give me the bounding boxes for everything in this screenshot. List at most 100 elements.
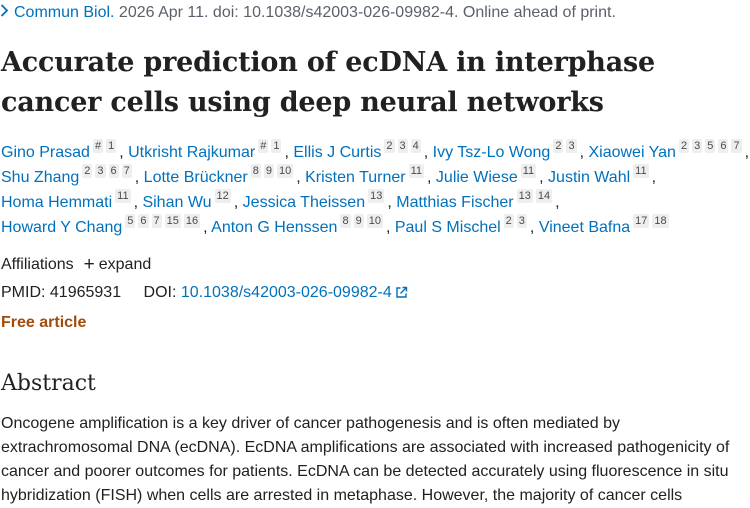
affiliation-ref-badge[interactable]: #	[92, 139, 104, 153]
affiliation-ref-badge[interactable]: 1	[106, 139, 117, 153]
author-affiliation-refs: #1	[92, 139, 119, 153]
author-separator: ,	[529, 219, 539, 236]
affiliation-ref-badge[interactable]: 13	[368, 189, 385, 203]
affiliation-ref-badge[interactable]: 10	[276, 164, 294, 178]
affiliation-ref-badge[interactable]: 7	[731, 139, 742, 153]
author-item: Ivy Tsz-Lo Wong 2 3	[432, 139, 580, 161]
affiliation-ref-badge[interactable]: 2	[678, 139, 690, 153]
author-separator: ,	[134, 169, 144, 186]
author-item: Paul S Mischel 2 3	[394, 214, 530, 236]
author-affiliation-refs: #1	[258, 139, 284, 153]
affiliation-ref-badge[interactable]: 7	[121, 164, 132, 178]
affiliations-label: Affiliations	[1, 256, 74, 273]
affiliation-ref-badge[interactable]: 11	[633, 164, 649, 178]
affiliation-ref-badge[interactable]: 15	[164, 214, 181, 228]
author-name-link[interactable]: Kristen Turner	[305, 169, 406, 186]
affiliation-ref-badge[interactable]: 3	[516, 214, 527, 228]
affiliation-ref-badge[interactable]: 13	[516, 189, 533, 203]
author-name-link[interactable]: Vineet Bafna	[538, 219, 631, 236]
author-name-link[interactable]: Julie Wiese	[435, 169, 518, 186]
affiliation-ref-badge[interactable]: 8	[340, 214, 351, 228]
author-affiliation-refs: 11	[520, 164, 539, 178]
author-item: Kristen Turner 11	[305, 164, 427, 186]
chevron-right-icon	[0, 3, 14, 23]
affiliation-ref-badge[interactable]: 2	[82, 164, 93, 178]
affiliation-ref-badge[interactable]: 11	[520, 164, 537, 178]
author-separator: ,	[233, 194, 243, 211]
author-affiliation-refs: 11	[115, 189, 133, 203]
author-name-link[interactable]: Anton G Henssen	[211, 219, 338, 236]
affiliation-ref-badge[interactable]: 6	[108, 164, 119, 178]
affiliation-ref-badge[interactable]: 4	[410, 139, 421, 153]
author-name-link[interactable]: Matthias Fischer	[396, 194, 514, 211]
pmid-label: PMID:	[1, 284, 46, 301]
author-separator: ,	[119, 144, 129, 161]
affiliation-ref-badge[interactable]: 5	[125, 214, 136, 228]
affiliation-ref-badge[interactable]: 9	[263, 164, 274, 178]
expand-toggle[interactable]: expand	[98, 256, 152, 273]
author-item: Shu Zhang 2 3 6 7	[1, 164, 135, 186]
author-separator: ,	[651, 169, 657, 186]
affiliation-ref-badge[interactable]: 6	[138, 214, 149, 228]
doi-link[interactable]: 10.1038/s42003-026-09982-4	[180, 284, 392, 301]
abstract-heading: Abstract	[1, 371, 96, 396]
author-affiliation-refs: 11	[633, 164, 651, 178]
author-name-link[interactable]: Justin Wahl	[548, 169, 631, 186]
affiliation-ref-badge[interactable]: 12	[214, 189, 231, 203]
author-separator: ,	[423, 144, 433, 161]
affiliation-ref-badge[interactable]: 14	[535, 189, 553, 203]
author-name-link[interactable]: Jessica Theissen	[242, 194, 366, 211]
author-name-link[interactable]: Lotte Brückner	[143, 169, 248, 186]
author-name-link[interactable]: Gino Prasad	[1, 144, 90, 161]
author-name-link[interactable]: Xiaowei Yan	[588, 144, 676, 161]
affiliation-ref-badge[interactable]: 18	[652, 214, 669, 228]
author-separator: ,	[284, 144, 294, 161]
affiliation-ref-badge[interactable]: 3	[566, 139, 577, 153]
author-separator: ,	[539, 169, 549, 186]
author-separator: ,	[296, 169, 306, 186]
author-item: Xiaowei Yan 2 3 5 6 7	[588, 139, 744, 161]
author-affiliation-refs: 12	[214, 189, 234, 203]
affiliation-ref-badge[interactable]: 2	[384, 139, 395, 153]
author-name-link[interactable]: Paul S Mischel	[394, 219, 501, 236]
author-item: Sihan Wu 12	[142, 189, 233, 211]
affiliation-ref-badge[interactable]: 9	[353, 214, 364, 228]
affiliation-ref-badge[interactable]: 11	[408, 164, 425, 178]
affiliation-ref-badge[interactable]: #	[258, 139, 269, 153]
affiliation-ref-badge[interactable]: 3	[95, 164, 106, 178]
author-name-link[interactable]: Homa Hemmati	[1, 194, 113, 211]
affiliation-ref-badge[interactable]: 16	[183, 214, 201, 228]
affiliation-ref-badge[interactable]: 7	[151, 214, 162, 228]
journal-link[interactable]: Commun Biol.	[14, 4, 115, 21]
author-name-link[interactable]: Sihan Wu	[142, 194, 212, 211]
affiliation-ref-badge[interactable]: 10	[366, 214, 383, 228]
affiliation-ref-badge[interactable]: 6	[718, 139, 729, 153]
author-separator: ,	[744, 144, 750, 161]
affiliation-ref-badge[interactable]: 3	[692, 139, 703, 153]
affiliation-ref-badge[interactable]: 17	[633, 214, 650, 228]
author-item: Vineet Bafna 17 18	[538, 214, 672, 236]
author-item: Matthias Fischer 13 14	[396, 189, 555, 211]
affiliation-ref-badge[interactable]: 2	[553, 139, 564, 153]
author-name-link[interactable]: Ivy Tsz-Lo Wong	[432, 144, 551, 161]
author-affiliation-refs: 13 14	[516, 189, 556, 203]
affiliation-ref-badge[interactable]: 8	[250, 164, 261, 178]
author-name-link[interactable]: Utkrisht Rajkumar	[128, 144, 256, 161]
plus-icon[interactable]: +	[83, 254, 95, 275]
author-item: Lotte Brückner 8 9 10	[143, 164, 297, 186]
affiliation-ref-badge[interactable]: 5	[705, 139, 716, 153]
affiliation-ref-badge[interactable]: 1	[271, 139, 282, 153]
affiliation-ref-badge[interactable]: 2	[503, 214, 514, 228]
affiliation-ref-badge[interactable]: 3	[397, 139, 408, 153]
affiliation-ref-badge[interactable]: 11	[115, 189, 131, 203]
authors-list: Gino Prasad #1, Utkrisht Rajkumar #1, Elli…	[1, 139, 750, 240]
author-separator: ,	[385, 219, 395, 236]
author-name-link[interactable]: Ellis J Curtis	[293, 144, 382, 161]
external-link-icon[interactable]	[395, 285, 408, 305]
author-name-link[interactable]: Howard Y Chang	[1, 219, 123, 236]
author-name-link[interactable]: Shu Zhang	[1, 169, 80, 186]
abstract-text: Oncogene amplification is a key driver o…	[1, 415, 730, 504]
